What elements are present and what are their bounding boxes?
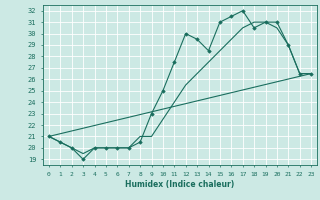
X-axis label: Humidex (Indice chaleur): Humidex (Indice chaleur) [125,180,235,189]
